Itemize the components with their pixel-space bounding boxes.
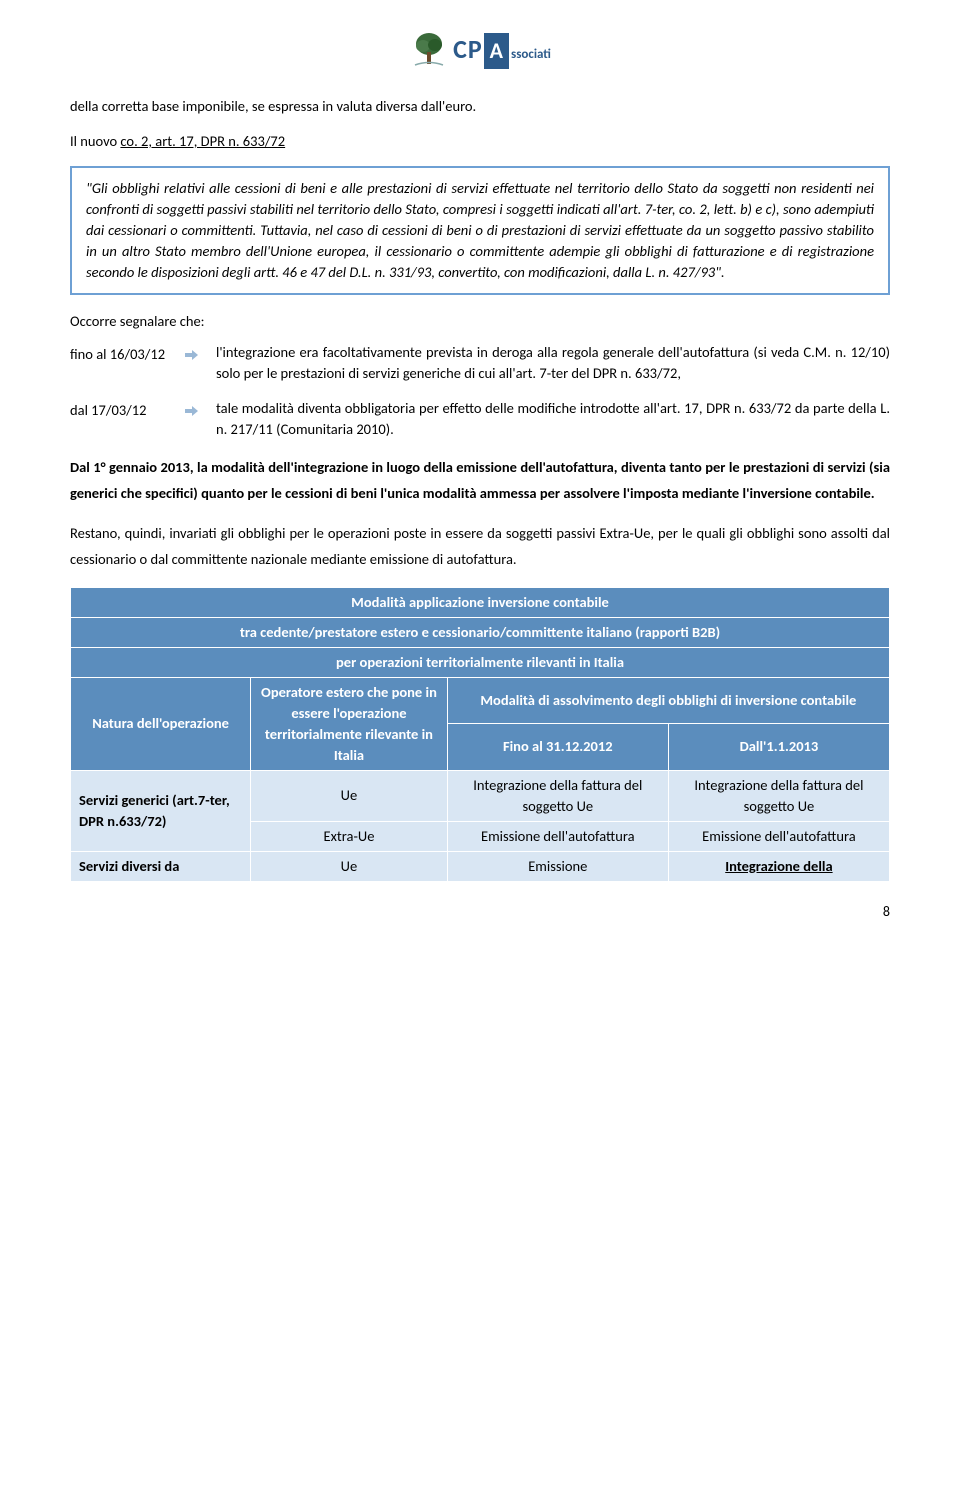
quote-body: "Gli obblighi relativi alle cessioni di … [86,179,874,281]
logo-suffix: ssociati [511,46,551,65]
para-restano: Restano, quindi, invariati gli obblighi … [70,520,890,572]
cell-f1-2: Emissione [447,851,668,881]
table-row: Servizi diversi da Ue Emissione Integraz… [71,851,890,881]
intro-line-1: della corretta base imponibile, se espre… [70,96,890,117]
signal-2-right: tale modalità diventa obbligatoria per e… [216,398,890,440]
th-modalita: Modalità di assolvimento degli obblighi … [447,677,889,724]
signal-row-2: dal 17/03/12 tale modalità diventa obbli… [70,398,890,440]
modalita-table: Modalità applicazione inversione contabi… [70,587,890,882]
signal-1-right: l'integrazione era facoltativamente prev… [216,342,890,384]
table-title-2: tra cedente/prestatore estero e cessiona… [71,617,890,647]
table-title-3: per operazioni territorialmente rilevant… [71,647,890,677]
arrow-right-icon [184,404,198,418]
intro-line-2-pre: Il nuovo [70,132,120,150]
cell-f1-1: Integrazione della fattura del soggetto … [447,770,668,821]
cell-d1-2: Integrazione della [668,851,889,881]
table-row: Servizi generici (art.7-ter, DPR n.633/7… [71,770,890,821]
signal-intro: Occorre segnalare che: [70,311,890,332]
bold-paragraph: Dal 1° gennaio 2013, la modalità dell'in… [70,454,890,506]
th-operatore: Operatore estero che pone in essere l'op… [251,677,448,770]
logo-prefix: CP [453,31,483,69]
signal-1-left: fino al 16/03/12 [70,342,170,365]
logo: CP A ssociati [70,30,890,76]
arrow-right-icon [184,348,198,362]
cell-op1-2: Ue [251,851,448,881]
cell-op1-1: Ue [251,770,448,821]
logo-box: A [484,33,509,69]
cell-natura-2: Servizi diversi da [71,851,251,881]
intro-line-2-link: co. 2, art. 17, DPR n. 633/72 [120,132,285,150]
signal-row-1: fino al 16/03/12 l'integrazione era faco… [70,342,890,384]
th-dall: Dall'1.1.2013 [668,724,889,771]
th-natura: Natura dell'operazione [71,677,251,770]
quote-box: Gli obblighi relativi alle cessioni di b… [70,166,890,295]
intro-line-2: Il nuovo co. 2, art. 17, DPR n. 633/72 [70,131,890,152]
signal-2-left: dal 17/03/12 [70,398,170,421]
cell-d2-1: Emissione dell'autofattura [668,821,889,851]
tree-icon [409,30,449,70]
cell-natura-1: Servizi generici (art.7-ter, DPR n.633/7… [71,770,251,851]
page-number: 8 [70,902,890,922]
cell-op2-1: Extra-Ue [251,821,448,851]
cell-f2-1: Emissione dell'autofattura [447,821,668,851]
th-fino: Fino al 31.12.2012 [447,724,668,771]
cell-d1-1: Integrazione della fattura del soggetto … [668,770,889,821]
table-title-1: Modalità applicazione inversione contabi… [71,587,890,617]
